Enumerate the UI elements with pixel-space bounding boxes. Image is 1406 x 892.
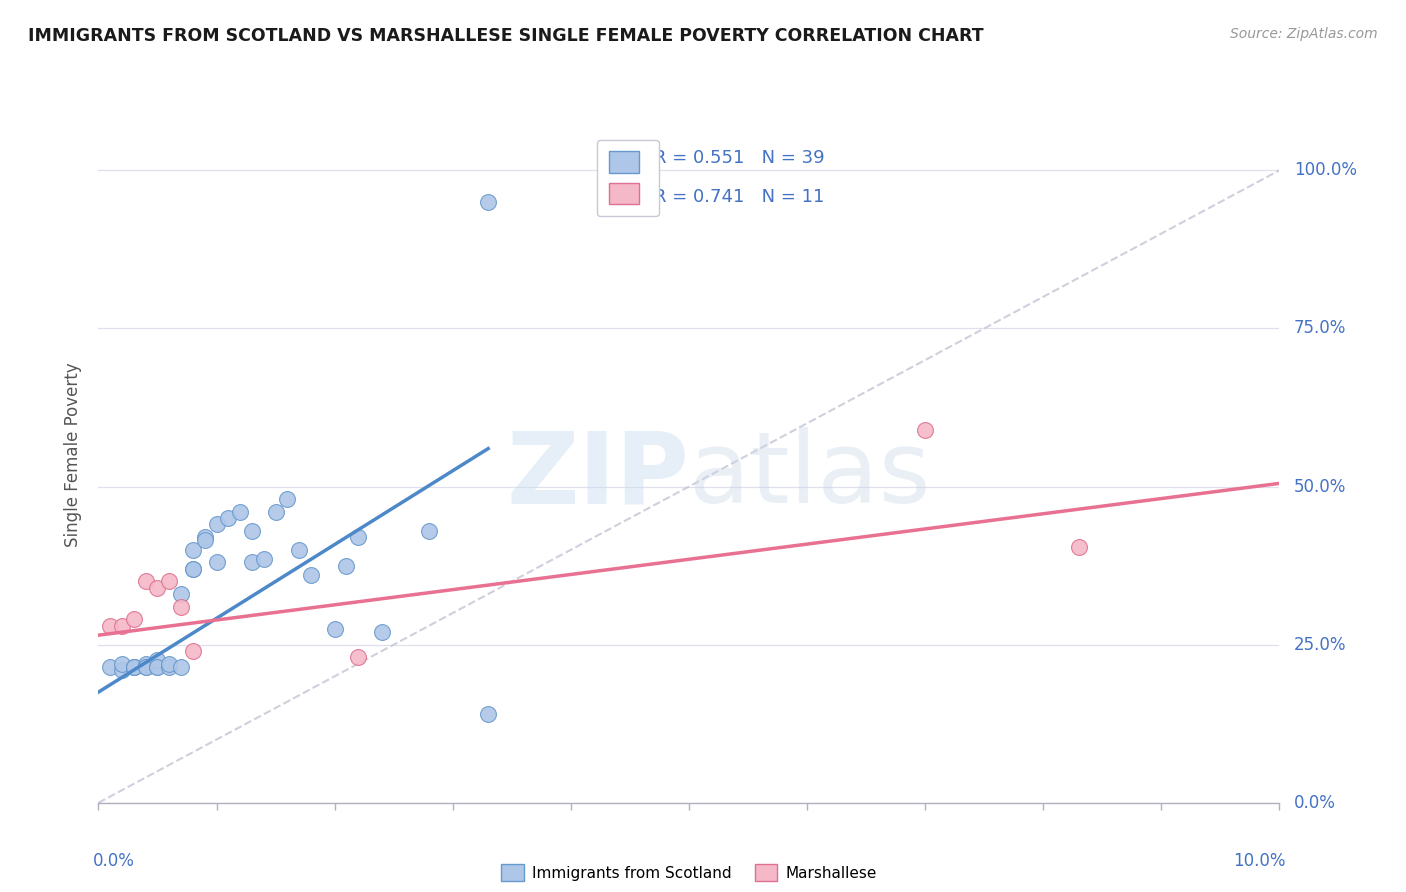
Y-axis label: Single Female Poverty: Single Female Poverty: [65, 363, 83, 547]
Text: R = 0.551   N = 39: R = 0.551 N = 39: [654, 149, 824, 167]
Legend: Immigrants from Scotland, Marshallese: Immigrants from Scotland, Marshallese: [494, 856, 884, 889]
Point: [170, 599, 193, 614]
Point: [418, 524, 440, 538]
Point: [371, 625, 394, 640]
Point: [146, 660, 169, 674]
Point: [914, 423, 936, 437]
Point: [122, 660, 145, 674]
Text: 50.0%: 50.0%: [1294, 477, 1346, 496]
Point: [98, 660, 121, 674]
Text: 0.0%: 0.0%: [1294, 794, 1336, 812]
Point: [347, 650, 370, 665]
Point: [181, 562, 204, 576]
Point: [111, 657, 134, 671]
Point: [240, 524, 263, 538]
Point: [264, 505, 287, 519]
Point: [157, 657, 180, 671]
Point: [1067, 540, 1090, 554]
Point: [323, 622, 346, 636]
Point: [217, 511, 239, 525]
Text: atlas: atlas: [689, 427, 931, 524]
Point: [122, 612, 145, 626]
Point: [229, 505, 252, 519]
Text: 100.0%: 100.0%: [1294, 161, 1357, 179]
Point: [181, 562, 204, 576]
Point: [122, 660, 145, 674]
Point: [181, 644, 204, 658]
Point: [111, 618, 134, 632]
Point: [170, 587, 193, 601]
Text: ZIP: ZIP: [506, 427, 689, 524]
Point: [146, 653, 169, 667]
Point: [276, 492, 298, 507]
Point: [288, 542, 311, 557]
Point: [194, 530, 217, 544]
Point: [347, 530, 370, 544]
Text: 25.0%: 25.0%: [1294, 636, 1346, 654]
Point: [111, 663, 134, 677]
Point: [205, 556, 228, 570]
Point: [335, 558, 357, 573]
Point: [135, 660, 157, 674]
Point: [135, 657, 157, 671]
Point: [477, 707, 499, 722]
Text: R = 0.741   N = 11: R = 0.741 N = 11: [654, 188, 824, 206]
Point: [299, 568, 322, 582]
Text: 10.0%: 10.0%: [1233, 852, 1285, 870]
Point: [205, 517, 228, 532]
Text: IMMIGRANTS FROM SCOTLAND VS MARSHALLESE SINGLE FEMALE POVERTY CORRELATION CHART: IMMIGRANTS FROM SCOTLAND VS MARSHALLESE …: [28, 27, 984, 45]
Point: [122, 660, 145, 674]
Text: 0.0%: 0.0%: [93, 852, 135, 870]
Point: [240, 556, 263, 570]
Point: [146, 581, 169, 595]
Point: [98, 618, 121, 632]
Point: [157, 574, 180, 589]
Point: [253, 552, 276, 566]
Text: Source: ZipAtlas.com: Source: ZipAtlas.com: [1230, 27, 1378, 41]
Point: [194, 533, 217, 548]
Point: [146, 660, 169, 674]
Point: [181, 542, 204, 557]
Point: [157, 660, 180, 674]
Point: [477, 194, 499, 209]
Point: [135, 660, 157, 674]
Point: [135, 574, 157, 589]
Text: 75.0%: 75.0%: [1294, 319, 1346, 337]
Point: [170, 660, 193, 674]
